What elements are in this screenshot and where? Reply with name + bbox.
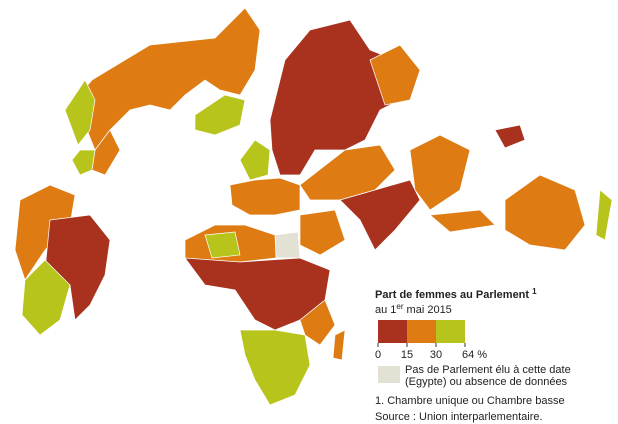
middle-east <box>299 209 346 256</box>
new-zealand <box>595 189 613 241</box>
southern-africa <box>239 329 311 406</box>
no-data-line: (Egypte) ou absence de données <box>405 376 568 388</box>
south-america-south <box>21 259 71 336</box>
legend-scale: 0 15 30 64 % <box>375 320 487 361</box>
japan <box>494 124 526 149</box>
no-data-swatch <box>378 366 400 383</box>
subtitle-prefix: au 1 <box>375 304 396 316</box>
no-data-line: Pas de Parlement élu à cette date <box>405 364 571 376</box>
source: Source : Union interparlementaire. <box>375 411 543 423</box>
legend-tick-label: 15 <box>401 349 413 361</box>
legend-tick-label: 30 <box>430 349 442 361</box>
subtitle-sup: er <box>396 302 403 311</box>
legend-tick-label: 64 % <box>462 349 487 361</box>
subtitle-suffix: mai 2015 <box>407 304 452 316</box>
europe <box>229 177 301 216</box>
legend-title: Part de femmes au Parlement 1 <box>375 287 537 301</box>
legend-class <box>436 320 465 343</box>
central-asia <box>299 144 396 201</box>
scandinavia <box>239 139 271 181</box>
west-africa <box>204 231 241 259</box>
mexico <box>71 149 96 176</box>
australia <box>504 174 586 251</box>
north-america <box>74 7 261 151</box>
madagascar <box>332 329 346 361</box>
alaska <box>64 79 96 146</box>
eastern-siberia <box>369 44 421 106</box>
legend-title-text: Part de femmes au Parlement <box>375 289 529 301</box>
egypt <box>274 231 301 259</box>
legend-class <box>378 320 407 343</box>
footnote: 1. Chambre unique ou Chambre basse <box>375 395 565 407</box>
legend-title-note: 1 <box>532 287 537 296</box>
east-africa <box>299 299 336 346</box>
legend: Part de femmes au Parlement 1 au 1er mai 2… <box>375 287 571 423</box>
greenland <box>194 94 246 136</box>
world-map <box>14 7 613 406</box>
legend-class <box>407 320 436 343</box>
legend-subtitle: au 1er mai 2015 <box>375 302 452 316</box>
indonesia <box>429 209 496 233</box>
southeast-asia <box>409 134 471 211</box>
south-asia <box>339 179 421 251</box>
legend-tick-label: 0 <box>375 349 381 361</box>
